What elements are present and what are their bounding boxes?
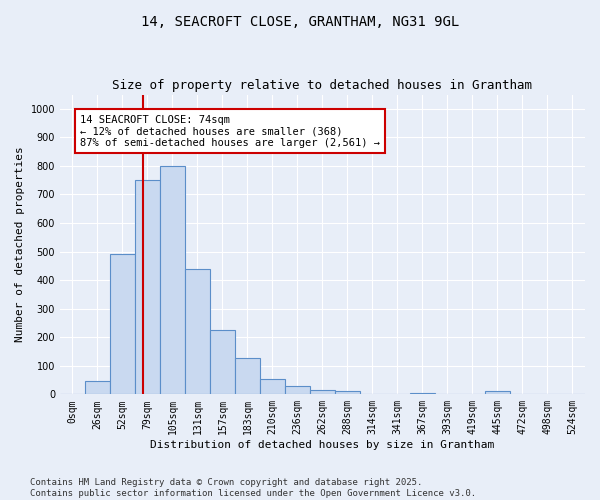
Bar (110, 254, 135, 394)
Bar (410, 393, 435, 394)
Bar (160, 166, 185, 394)
X-axis label: Distribution of detached houses by size in Grantham: Distribution of detached houses by size … (151, 440, 494, 450)
Text: 14 SEACROFT CLOSE: 74sqm
← 12% of detached houses are smaller (368)
87% of semi-: 14 SEACROFT CLOSE: 74sqm ← 12% of detach… (80, 114, 380, 148)
Bar (260, 380, 285, 394)
Bar (135, 180, 160, 394)
Text: 14, SEACROFT CLOSE, GRANTHAM, NG31 9GL: 14, SEACROFT CLOSE, GRANTHAM, NG31 9GL (141, 15, 459, 29)
Bar (310, 390, 335, 394)
Bar (485, 392, 510, 394)
Bar (185, 268, 210, 394)
Y-axis label: Number of detached properties: Number of detached properties (15, 146, 25, 342)
Bar (285, 386, 310, 394)
Bar (210, 330, 235, 394)
Title: Size of property relative to detached houses in Grantham: Size of property relative to detached ho… (112, 79, 532, 92)
Bar (335, 392, 360, 394)
Text: Contains HM Land Registry data © Crown copyright and database right 2025.
Contai: Contains HM Land Registry data © Crown c… (30, 478, 476, 498)
Bar (85, 382, 110, 394)
Bar (235, 358, 260, 395)
